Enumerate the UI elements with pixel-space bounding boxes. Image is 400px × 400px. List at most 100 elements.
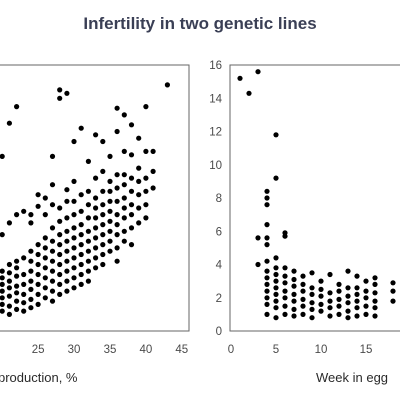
- data-point: [309, 270, 315, 276]
- chart-left-x-ticks: 25 30 35 40 45: [32, 344, 188, 356]
- data-point: [255, 261, 261, 268]
- data-point: [354, 298, 360, 304]
- data-point: [264, 258, 270, 264]
- data-point: [57, 232, 63, 238]
- data-point: [64, 215, 70, 221]
- data-point: [128, 175, 135, 181]
- data-point: [345, 308, 351, 314]
- x-tick-label: 45: [175, 344, 188, 356]
- data-point: [345, 268, 351, 274]
- data-point: [85, 238, 91, 244]
- data-point: [121, 195, 127, 201]
- data-point: [78, 125, 84, 131]
- data-point: [363, 295, 369, 301]
- data-point: [42, 255, 48, 261]
- data-point: [64, 248, 70, 254]
- data-point: [6, 270, 12, 276]
- data-point: [264, 295, 270, 301]
- data-point: [64, 187, 70, 193]
- data-point: [0, 308, 5, 314]
- data-point: [363, 288, 369, 294]
- data-point: [71, 178, 77, 184]
- data-point: [282, 230, 288, 236]
- data-point: [85, 248, 91, 254]
- data-point: [114, 212, 120, 218]
- data-point: [6, 293, 12, 299]
- data-point: [35, 242, 41, 248]
- data-point: [300, 288, 306, 294]
- data-point: [78, 281, 84, 287]
- data-point: [282, 303, 288, 309]
- data-point: [85, 202, 91, 208]
- data-point: [143, 188, 149, 194]
- data-point: [300, 296, 306, 302]
- data-point: [336, 288, 342, 294]
- data-point: [372, 313, 378, 319]
- data-point: [264, 222, 270, 228]
- chart-right-y-ticks: 0 2 4 6 8 10 12 14 16: [209, 60, 222, 338]
- data-point: [291, 268, 297, 274]
- data-point: [114, 232, 120, 238]
- data-point: [264, 195, 270, 201]
- data-point: [390, 288, 396, 294]
- data-point: [309, 285, 315, 291]
- x-tick-label: 40: [140, 344, 153, 356]
- data-point: [100, 138, 106, 145]
- data-point: [35, 291, 41, 297]
- data-point: [42, 245, 48, 251]
- data-point: [100, 251, 106, 258]
- data-point: [85, 258, 91, 264]
- data-point: [57, 261, 63, 268]
- data-point: [64, 238, 70, 244]
- data-point: [28, 296, 34, 302]
- data-point: [264, 202, 270, 208]
- x-tick-label: 10: [315, 344, 328, 356]
- chart-title: Infertility in two genetic lines: [83, 14, 317, 33]
- data-point: [273, 305, 279, 311]
- data-point: [21, 271, 27, 278]
- y-tick-label: 8: [216, 193, 222, 205]
- data-point: [6, 120, 12, 126]
- data-point: [282, 311, 288, 317]
- data-point: [128, 242, 135, 248]
- y-tick-label: 12: [209, 127, 222, 139]
- data-point: [71, 265, 77, 271]
- data-point: [42, 275, 48, 281]
- data-point: [0, 295, 5, 301]
- data-point: [327, 313, 333, 319]
- data-point: [336, 281, 342, 287]
- data-point: [64, 288, 70, 294]
- data-point: [78, 271, 84, 278]
- data-point: [28, 286, 34, 292]
- data-point: [318, 293, 324, 299]
- data-point: [372, 290, 378, 296]
- data-point: [42, 212, 48, 218]
- data-point: [273, 175, 279, 181]
- data-point: [291, 291, 297, 297]
- data-point: [78, 222, 84, 228]
- data-point: [273, 291, 279, 297]
- data-point: [114, 172, 120, 178]
- data-point: [0, 275, 5, 281]
- data-point: [309, 315, 315, 321]
- x-tick-label: 35: [104, 344, 117, 356]
- data-point: [6, 261, 12, 268]
- data-point: [107, 218, 113, 224]
- data-point: [354, 313, 360, 319]
- data-point: [93, 235, 99, 241]
- data-point: [327, 271, 333, 278]
- data-point: [282, 288, 288, 294]
- data-point: [35, 261, 41, 268]
- data-point: [318, 301, 324, 307]
- data-point: [264, 242, 270, 248]
- data-point: [93, 265, 99, 271]
- data-point: [264, 301, 270, 307]
- data-point: [78, 232, 84, 238]
- data-point: [93, 205, 99, 211]
- data-point: [85, 228, 91, 234]
- data-point: [327, 290, 333, 296]
- y-tick-label: 0: [216, 326, 222, 338]
- data-point: [49, 258, 56, 264]
- data-point: [100, 168, 106, 174]
